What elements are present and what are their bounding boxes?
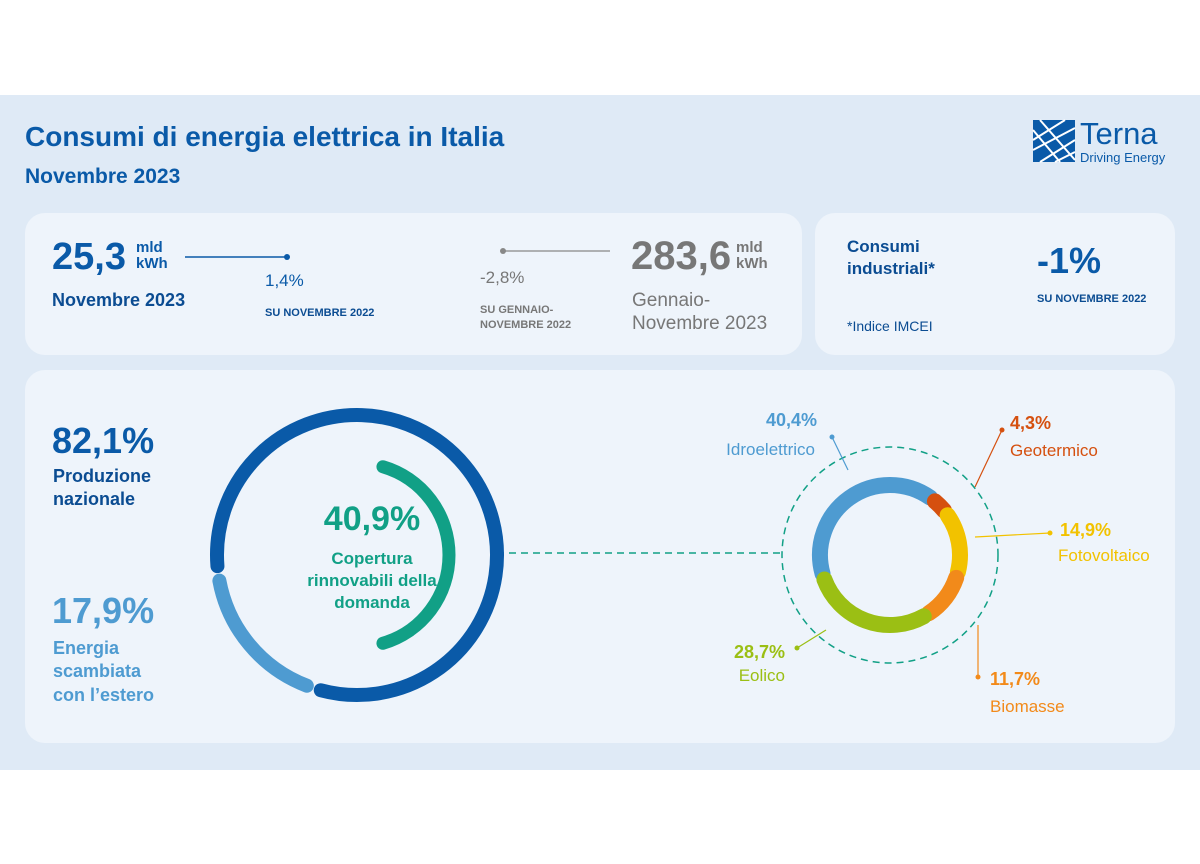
category-label: Eolico [738,666,785,685]
kpi-label: Consumi industriali* [847,237,935,279]
card [25,213,802,355]
kpi-note: SU GENNAIO-NOVEMBRE 2022 [480,304,572,332]
leader-dot [794,645,800,651]
donut-segment [939,507,968,581]
dashed-ring [781,446,999,664]
leader-dot [1047,530,1053,536]
kpi-unit: mld kWh [736,239,768,272]
leader-line [974,429,1003,488]
gauge-arc [376,460,456,650]
kpi-period: Novembre 2023 [52,290,186,310]
kpi-change: -2,8% [480,268,525,287]
logo-name: Terna [1080,116,1158,151]
category-label: Fotovoltaico [1058,546,1150,565]
gauge-value: 40,9% [323,500,421,538]
value-label: 28,7% [733,642,785,662]
value-label: 40,4% [765,410,817,430]
category-label: Biomasse [990,697,1065,716]
value-label: 14,9% [1060,520,1112,540]
kpi-value: -1% [1037,240,1102,281]
kpi-value: 25,3 [52,236,126,278]
value-label: 4,3% [1010,413,1052,433]
title: Consumi di energia elettrica in Italia [25,121,505,152]
value-label: 82,1% [52,420,155,461]
leader-line [831,436,849,471]
category-label: Geotermico [1010,441,1098,460]
leader-line [974,532,1051,538]
kpi-period: Gennaio-Novembre 2023 [632,290,768,334]
category-label: Produzione nazionale [53,466,151,510]
donut-segment [212,573,314,693]
kpi-change: 1,4% [265,271,304,290]
donut-segment [812,477,939,582]
leader-dot [975,674,981,680]
gauge-title: Copertura rinnovabili della domanda [307,549,437,613]
leader-dot [829,434,835,440]
leader-dot [999,427,1005,433]
subtitle: Novembre 2023 [25,165,181,188]
category-label: Energia scambiata con l’estero [53,638,155,705]
kpi-note: SU NOVEMBRE 2022 [1037,293,1147,305]
leader-line [796,629,827,649]
footnote: *Indice IMCEI [847,318,933,334]
card [815,213,1175,355]
category-label: Idroelettrico [726,440,815,459]
logo-tagline: Driving Energy [1080,150,1166,165]
logo-icon [1032,119,1076,163]
donut-segment [816,571,932,633]
trend-dot [284,254,290,260]
donut-segment [926,493,952,519]
donut-segment [920,569,965,622]
trend-dot [500,248,506,254]
kpi-unit: mld kWh [136,239,168,272]
kpi-value: 283,6 [631,234,732,278]
value-label: 11,7% [990,669,1041,689]
value-label: 17,9% [52,590,155,631]
kpi-note: SU NOVEMBRE 2022 [265,307,375,319]
donut-segment [210,408,504,702]
